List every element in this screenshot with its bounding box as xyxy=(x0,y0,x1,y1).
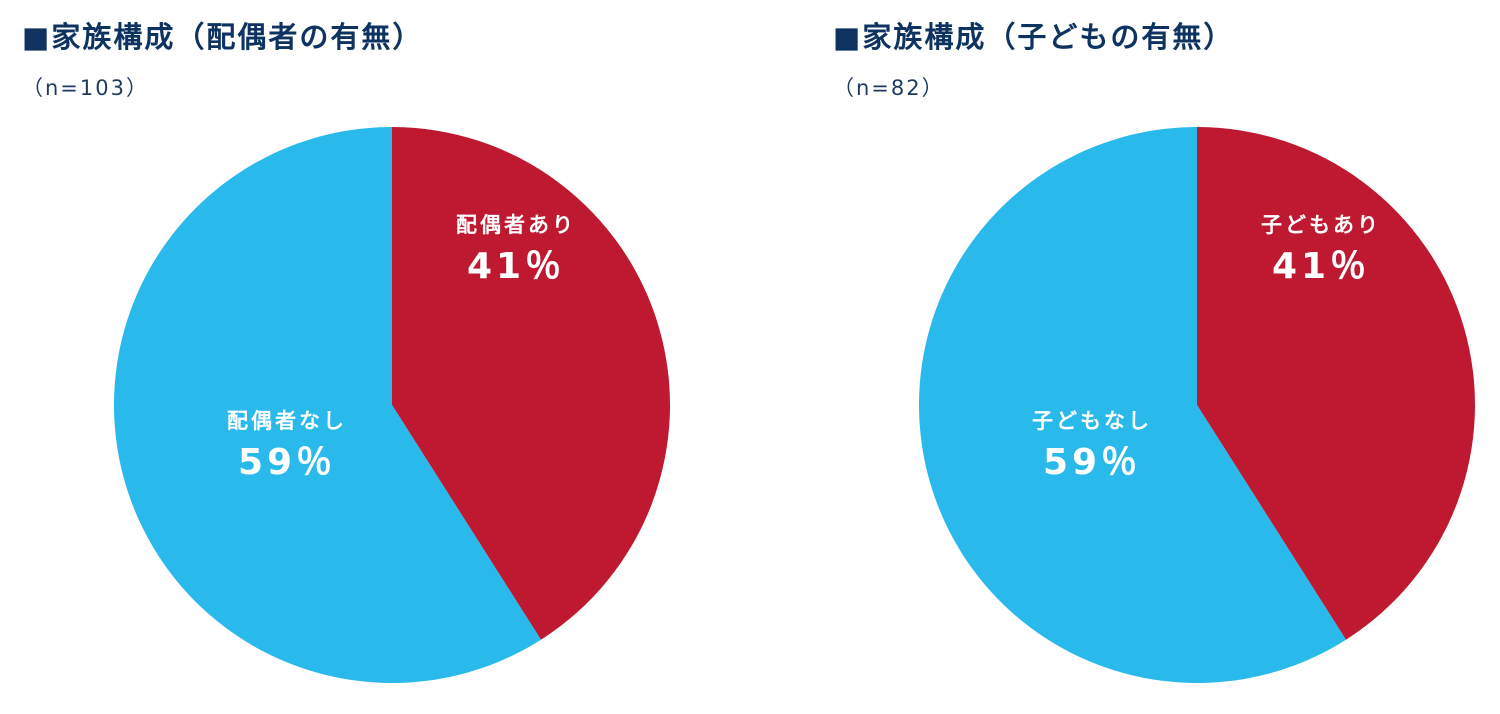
pie: 子どもあり 41％ 子どもなし 59％ xyxy=(919,127,1475,683)
slice-label: 配偶者あり xyxy=(456,213,576,237)
pie: 配偶者あり 41％ 配偶者なし 59％ xyxy=(113,127,671,683)
pie-slice-0 xyxy=(392,127,671,640)
slice-label: 配偶者なし xyxy=(227,409,347,433)
pie-slice-0 xyxy=(1197,127,1475,640)
chart-title: ■家族構成（子どもの有無） xyxy=(833,20,1235,54)
pie-slice-1 xyxy=(919,127,1346,683)
slice-label: 子どもなし xyxy=(1032,409,1152,433)
slice-value-label: 59％ xyxy=(238,442,336,483)
slice-value-label: 41％ xyxy=(467,246,565,287)
pie-chart-children: ■家族構成（子どもの有無） （n=82） 子どもあり 41％ 子どもなし 59％ xyxy=(805,0,1500,714)
chart-title: ■家族構成（配偶者の有無） xyxy=(22,20,424,54)
slice-label: 子どもあり xyxy=(1261,213,1381,237)
slice-value-label: 41％ xyxy=(1272,246,1370,287)
chart-subtitle: （n=103） xyxy=(22,76,149,100)
pie-chart-spouse: ■家族構成（配偶者の有無） （n=103） 配偶者あり 41％ 配偶者なし 59％ xyxy=(22,20,671,683)
pie-slice-1 xyxy=(113,127,541,683)
chart-subtitle: （n=82） xyxy=(833,76,945,100)
slice-value-label: 59％ xyxy=(1043,442,1141,483)
